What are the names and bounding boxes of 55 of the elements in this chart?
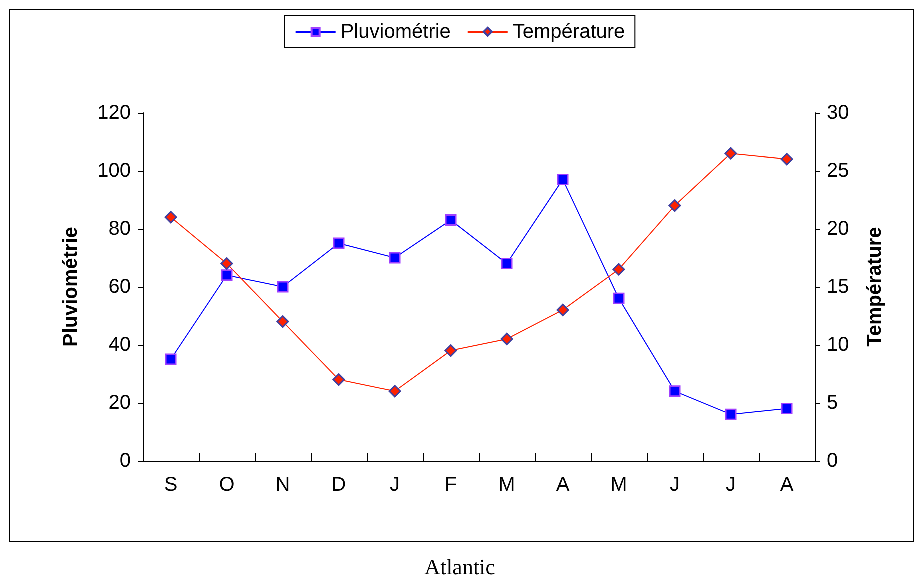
y2-tick-label: 20 [827,218,850,240]
y-tick-label: 60 [108,276,131,298]
point [277,281,289,293]
point [444,344,458,358]
y2-tick-label: 25 [827,160,850,182]
point [500,332,514,346]
y2-tick-label: 5 [827,392,838,414]
text: Atlantic [424,554,496,580]
point [612,263,626,276]
point [165,354,177,366]
x-tick-label: N [276,474,290,496]
y2-tick-label: 0 [827,450,838,472]
point [332,374,346,386]
x-tick-label: D [332,474,346,496]
legend-label: Température [512,21,626,43]
point [276,316,290,328]
y-tick-label: 20 [108,392,131,414]
x-tick-label: A [556,474,570,496]
y-tick-label: 80 [108,218,131,240]
point [725,408,737,420]
y2-tick-label: 15 [827,276,850,298]
y-tick-label: 100 [98,160,131,182]
point [557,174,569,186]
y2-axis-title: Température [864,227,886,347]
point [501,258,513,270]
point [220,258,234,270]
point [781,403,793,415]
point [389,252,401,264]
point [445,214,457,226]
y-tick-label: 40 [108,334,131,356]
y2-tick-label: 10 [827,334,850,356]
point [668,200,682,212]
point [724,147,738,160]
x-tick-label: F [444,474,458,496]
point [780,153,794,166]
y-tick-label: 0 [120,450,131,472]
x-tick-label: S [164,474,178,496]
point [164,211,178,224]
y2-tick-label: 30 [827,102,850,124]
x-tick-label: A [780,474,794,496]
point [388,385,402,398]
y-axis-title: Pluviométrie [60,226,82,348]
point [556,304,570,316]
point [613,292,625,304]
x-tick-label: O [219,474,235,496]
x-tick-label: J [726,474,736,496]
y-tick-label: 120 [98,102,131,124]
x-tick-label: M [610,474,628,496]
legend-label: Pluviométrie [340,21,451,43]
x-tick-label: J [390,474,400,496]
x-tick-label: J [670,474,680,496]
point [221,270,233,282]
x-tick-label: M [498,474,516,496]
point [333,238,345,250]
point [669,386,681,398]
